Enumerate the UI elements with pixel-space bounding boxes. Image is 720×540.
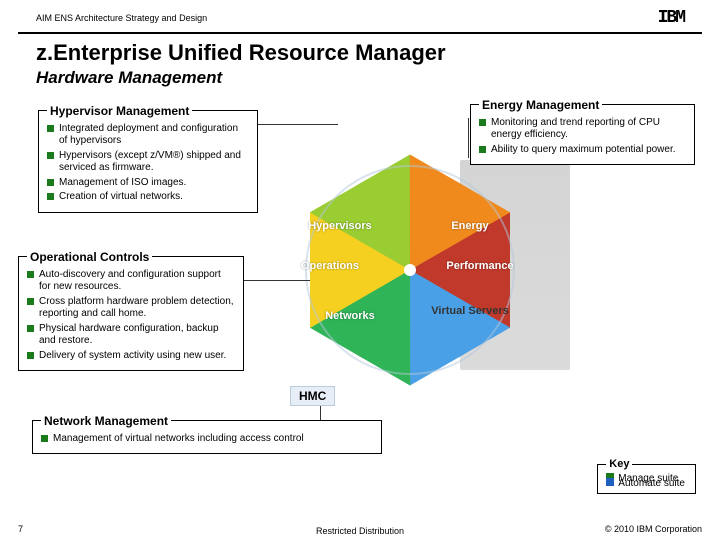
legend: Key Manage suiteAutomate suite [597,464,696,494]
callout-title: Network Management [41,414,171,429]
wheel-slice-label: Performance [440,260,520,272]
callout-hypervisor: Hypervisor ManagementIntegrated deployme… [38,110,258,213]
wheel-slice-label: Energy [430,220,510,232]
wheel-slice-label: Hypervisors [300,220,380,232]
callout-network: Network ManagementManagement of virtual … [32,420,382,454]
page-title: z.Enterprise Unified Resource Manager [36,40,684,66]
legend-swatch [606,478,614,486]
content-area: Hypervisors Energy Operations Performance Ne… [0,90,720,500]
callout-item: Cross platform hardware problem detectio… [27,296,235,321]
callout-item: Integrated deployment and configuration … [47,123,249,148]
hmc-label: HMC [290,386,335,406]
callout-item: Creation of virtual networks. [47,191,249,204]
callout-item: Auto-discovery and configuration support… [27,269,235,294]
title-block: z.Enterprise Unified Resource Manager Ha… [18,34,702,90]
callout-energy: Energy ManagementMonitoring and trend re… [470,104,695,165]
callout-item: Physical hardware configuration, backup … [27,323,235,348]
callout-title: Hypervisor Management [47,104,192,119]
callout-item: Management of virtual networks including… [41,433,373,446]
connector [258,124,338,125]
copyright: © 2010 IBM Corporation [605,524,702,534]
callout-item: Ability to query maximum potential power… [479,144,686,157]
header: AIM ENS Architecture Strategy and Design… [18,0,702,34]
ibm-logo: IBM [658,8,684,28]
page-number: 7 [18,524,23,534]
legend-row: Automate suite [606,478,685,489]
callout-item: Monitoring and trend reporting of CPU en… [479,117,686,142]
wheel-slice-label: Virtual Servers [430,305,510,317]
header-label: AIM ENS Architecture Strategy and Design [36,13,207,23]
connector [468,118,469,158]
legend-title: Key [606,458,632,470]
callout-title: Energy Management [479,98,602,113]
callout-title: Operational Controls [27,250,152,265]
page-subtitle: Hardware Management [36,68,684,88]
callout-ops: Operational ControlsAuto-discovery and c… [18,256,244,371]
wheel-slice-label: Networks [310,310,390,322]
callout-item: Management of ISO images. [47,177,249,190]
footer: 7 © 2010 IBM Corporation [0,524,720,534]
callout-item: Delivery of system activity using new us… [27,350,235,363]
connector [244,280,310,281]
wheel-slice-label: Operations [290,260,370,272]
legend-label: Automate suite [618,478,685,489]
callout-item: Hypervisors (except z/VM®) shipped and s… [47,150,249,175]
